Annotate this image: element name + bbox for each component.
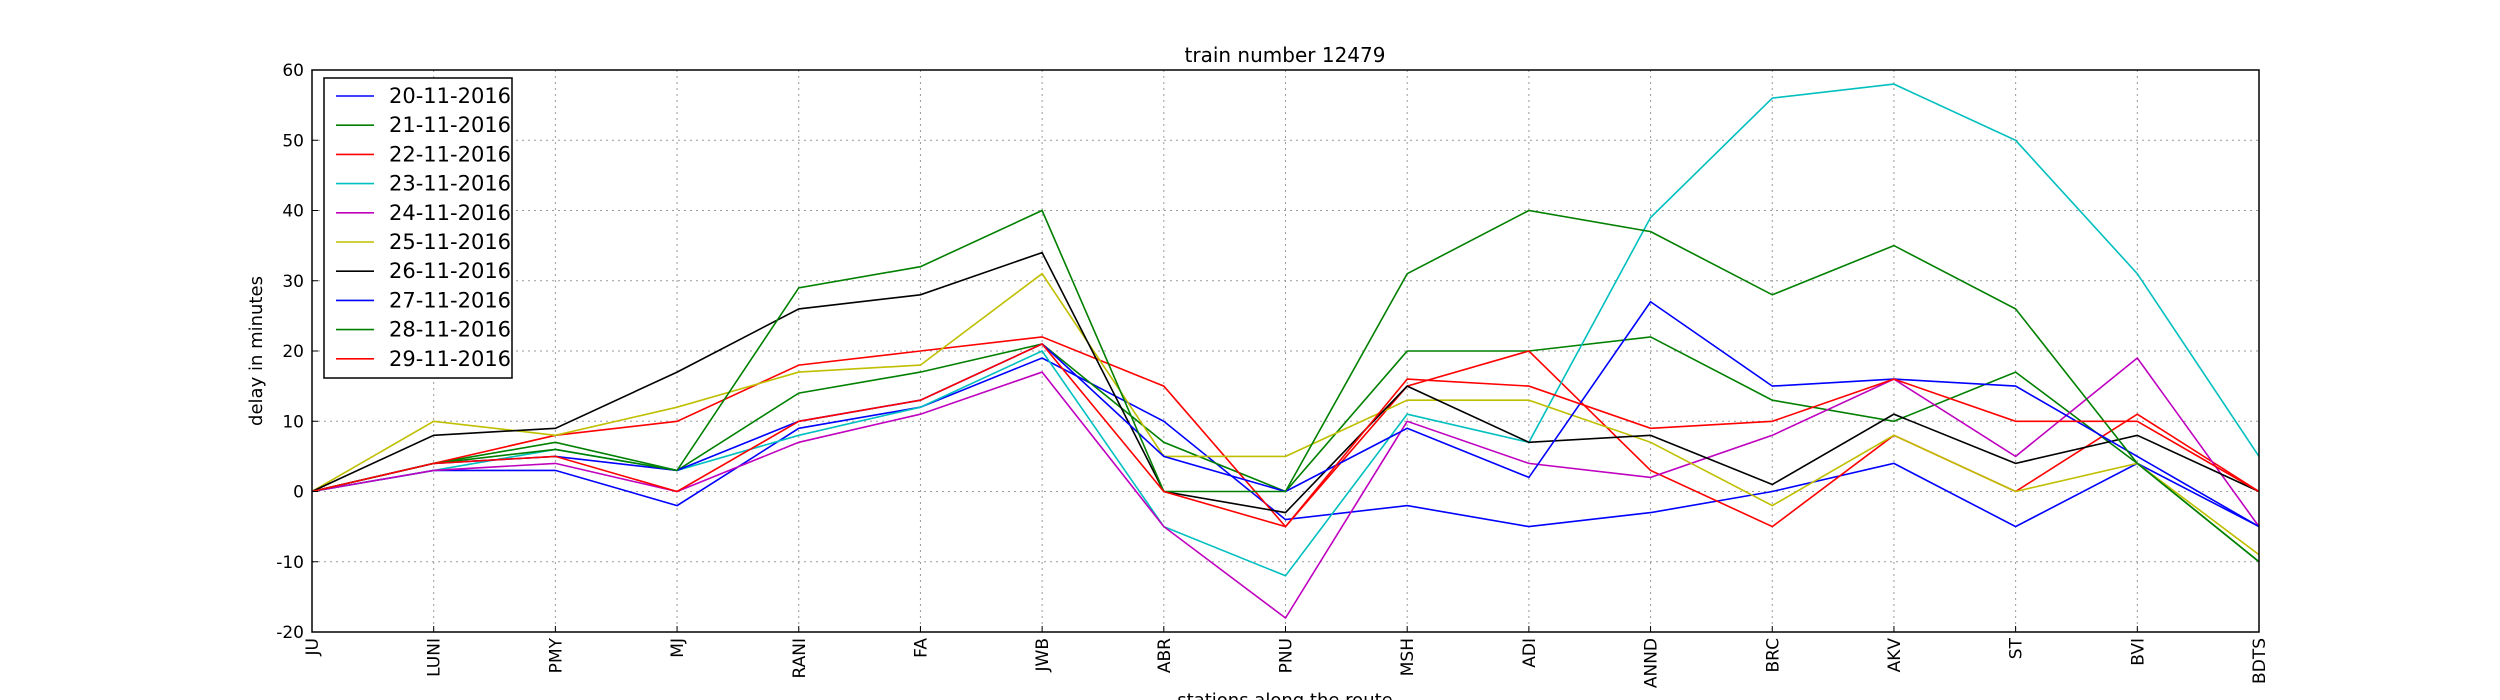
chart-title: train number 12479	[1185, 43, 1386, 67]
series-line	[311, 357, 2260, 528]
series-line	[311, 343, 2260, 528]
legend-label: 21-11-2016	[389, 113, 511, 137]
y-tick-label: 60	[282, 61, 304, 81]
x-tick-label: RANI	[790, 638, 810, 678]
legend-label: 23-11-2016	[389, 172, 511, 196]
y-tick-label: 10	[282, 412, 304, 432]
x-tick-label: ADI	[1520, 638, 1540, 668]
series-line	[311, 209, 2260, 563]
x-tick-label: AKV	[1885, 638, 1905, 673]
legend-label: 22-11-2016	[389, 142, 511, 166]
y-tick-label: 20	[282, 342, 304, 362]
grid	[312, 70, 2259, 632]
series-line	[311, 356, 2260, 620]
x-axis-ticks: JU LUNI PMY MJ RANI FA JWB ABR PNU MSH ADI ANND BRC A…	[303, 626, 2270, 688]
x-tick-label: ANND	[1642, 638, 1662, 688]
y-axis-title: delay in minutes	[246, 276, 267, 426]
legend-label: 24-11-2016	[389, 201, 511, 225]
x-tick-label: BDTS	[2250, 638, 2270, 684]
x-tick-label: ABR	[1155, 638, 1175, 673]
legend-frame	[323, 77, 513, 379]
legend: 20-11-2016 21-11-2016 22-11-2016 23-11-2016…	[323, 77, 513, 379]
x-axis-title: stations along the route	[1177, 690, 1392, 700]
x-tick-label: MSH	[1398, 638, 1418, 676]
legend-label: 28-11-2016	[389, 318, 511, 342]
legend-label: 27-11-2016	[389, 288, 511, 312]
x-tick-label: ST	[2007, 637, 2027, 659]
x-tick-label: BRC	[1763, 638, 1783, 673]
x-tick-label: MJ	[668, 638, 688, 658]
y-tick-label: 50	[282, 131, 304, 151]
legend-label: 20-11-2016	[389, 84, 511, 108]
y-tick-label: -10	[276, 553, 304, 573]
legend-label: 26-11-2016	[389, 259, 511, 283]
series-lines	[311, 83, 2260, 620]
legend-label: 25-11-2016	[389, 230, 511, 254]
y-axis-ticks: -20 -10 0 10 20 30 40 50 60	[276, 61, 318, 643]
y-tick-label: 30	[282, 272, 304, 292]
series-line	[311, 272, 2260, 556]
y-tick-label: -20	[276, 623, 304, 643]
x-tick-label: FA	[911, 638, 931, 658]
x-tick-label: LUNI	[425, 638, 445, 677]
legend-label: 29-11-2016	[389, 347, 511, 371]
series-line	[311, 251, 2260, 514]
y-tick-label: 40	[282, 202, 304, 222]
y-tick-label: 0	[293, 483, 304, 503]
x-tick-label: BVI	[2128, 638, 2148, 666]
x-tick-label: JU	[303, 638, 323, 656]
x-tick-label: PMY	[546, 637, 566, 673]
x-tick-label: JWB	[1033, 638, 1053, 673]
x-tick-label: PNU	[1277, 638, 1297, 673]
